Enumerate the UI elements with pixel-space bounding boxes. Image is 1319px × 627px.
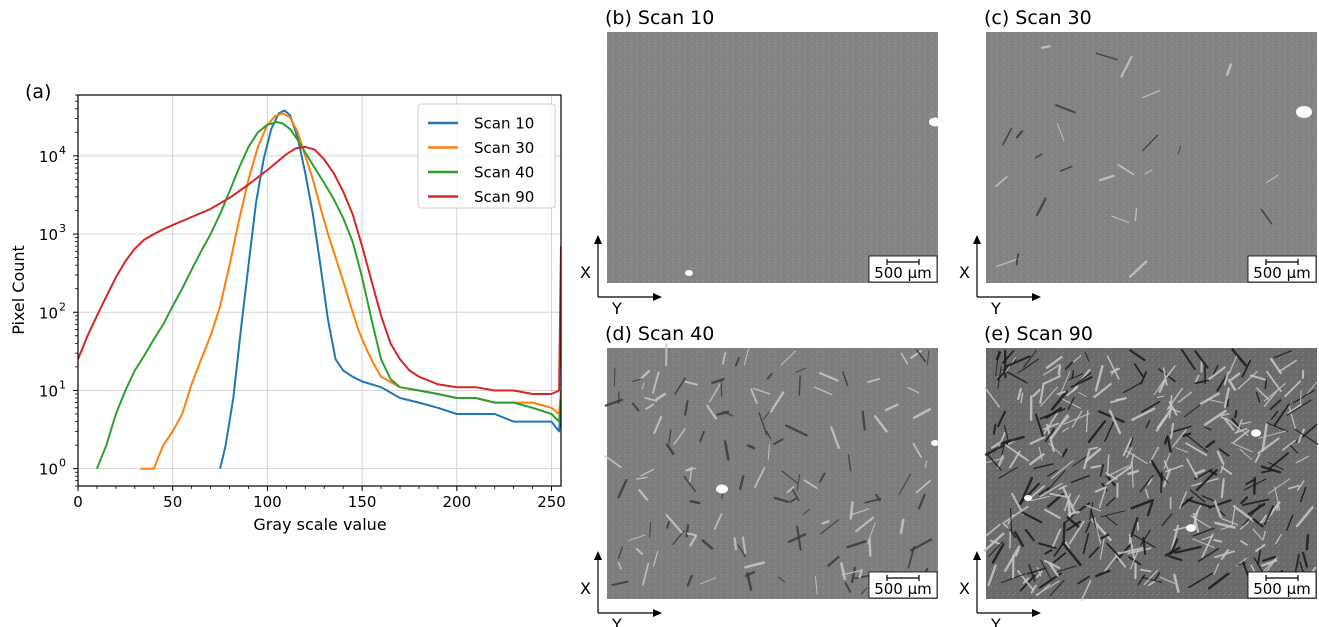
orientation-axes: XY xyxy=(959,551,1041,627)
bright-inclusion xyxy=(1024,495,1032,501)
orientation-axes: XY xyxy=(959,235,1041,318)
y-arrowhead xyxy=(653,609,662,617)
x-tick-label-5: 250 xyxy=(537,493,566,511)
scale-bar-label: 500 µm xyxy=(1253,580,1311,598)
bright-inclusion xyxy=(685,270,693,276)
panel-title: (b) Scan 10 xyxy=(605,7,714,29)
bright-inclusion xyxy=(1186,524,1196,532)
micrograph-needles xyxy=(604,343,933,595)
x-tick-label-4: 200 xyxy=(443,493,472,511)
bright-inclusion xyxy=(716,484,728,494)
x-axis-label: Gray scale value xyxy=(253,515,386,534)
legend-label-3: Scan 40 xyxy=(474,164,534,182)
x-ticks: 0 50 100 150 200 250 xyxy=(73,486,566,511)
y-tick-label-4: 10 xyxy=(39,148,58,166)
legend-label-2: Scan 30 xyxy=(474,139,534,157)
y-tick-exponent-1: 1 xyxy=(59,378,66,391)
x-tick-label-3: 150 xyxy=(348,493,377,511)
x-arrowhead xyxy=(973,235,981,244)
orientation-axes: XY xyxy=(580,551,662,627)
y-tick-exponent-3: 3 xyxy=(59,222,66,235)
y-tick-exponent-2: 2 xyxy=(59,300,66,313)
orientation-y-label: Y xyxy=(611,615,622,627)
x-tick-label-0: 0 xyxy=(73,493,83,511)
scale-bar-label: 500 µm xyxy=(1253,264,1311,282)
series-line-4 xyxy=(78,145,561,395)
y-tick-label-3: 10 xyxy=(39,226,58,244)
orientation-y-label: Y xyxy=(611,299,622,318)
y-tick-label-2: 10 xyxy=(39,304,58,322)
orientation-y-label: Y xyxy=(990,615,1001,627)
panel-title: (c) Scan 30 xyxy=(984,7,1092,29)
scale-bar-box xyxy=(1247,571,1317,599)
y-tick-label-0: 10 xyxy=(39,461,58,479)
x-arrowhead xyxy=(973,551,981,560)
orientation-x-label: X xyxy=(959,579,970,598)
bright-inclusion xyxy=(929,117,941,127)
x-tick-label-1: 50 xyxy=(163,493,182,511)
y-tick-exponent-4: 4 xyxy=(59,144,66,157)
series-lines xyxy=(78,109,561,470)
bright-inclusion xyxy=(1251,429,1261,437)
y-axis-label: Pixel Count xyxy=(9,245,28,335)
orientation-x-label: X xyxy=(580,263,591,282)
series-line-1 xyxy=(219,109,561,469)
bright-inclusion xyxy=(1296,106,1312,118)
orientation-y-label: Y xyxy=(990,299,1001,318)
scale-bar-box xyxy=(1247,255,1317,283)
scale-bar-box xyxy=(868,571,938,599)
micrograph-texture xyxy=(986,32,1317,283)
x-tick-label-2: 100 xyxy=(253,493,282,511)
plot-frame xyxy=(77,94,562,487)
bright-inclusion xyxy=(931,440,939,446)
micrograph-texture xyxy=(607,348,938,599)
scale-bar-label: 500 µm xyxy=(874,264,932,282)
orientation-x-label: X xyxy=(959,263,970,282)
orientation-axes: XY xyxy=(580,235,662,318)
scale-bar-label: 500 µm xyxy=(874,580,932,598)
y-arrowhead xyxy=(1032,293,1041,301)
panel-title: (e) Scan 90 xyxy=(984,323,1093,345)
x-arrowhead xyxy=(594,551,602,560)
x-arrowhead xyxy=(594,235,602,244)
series-line-3 xyxy=(95,121,561,470)
y-arrowhead xyxy=(1032,609,1041,617)
scale-bar-box xyxy=(868,255,938,283)
legend: Scan 10 Scan 30 Scan 40 Scan 90 xyxy=(417,103,556,209)
legend-box xyxy=(417,103,556,209)
micrograph-texture xyxy=(986,348,1317,599)
y-tick-label-1: 10 xyxy=(39,382,58,400)
micrograph-needles xyxy=(995,45,1279,278)
orientation-x-label: X xyxy=(580,579,591,598)
legend-label-1: Scan 10 xyxy=(474,115,534,133)
panel-title: (d) Scan 40 xyxy=(605,323,714,345)
y-arrowhead xyxy=(653,293,662,301)
micrograph-texture xyxy=(607,32,938,283)
y-tick-exponent-0: 0 xyxy=(59,457,66,470)
legend-label-4: Scan 90 xyxy=(474,188,534,206)
panel-a-label: (a) xyxy=(25,81,51,103)
